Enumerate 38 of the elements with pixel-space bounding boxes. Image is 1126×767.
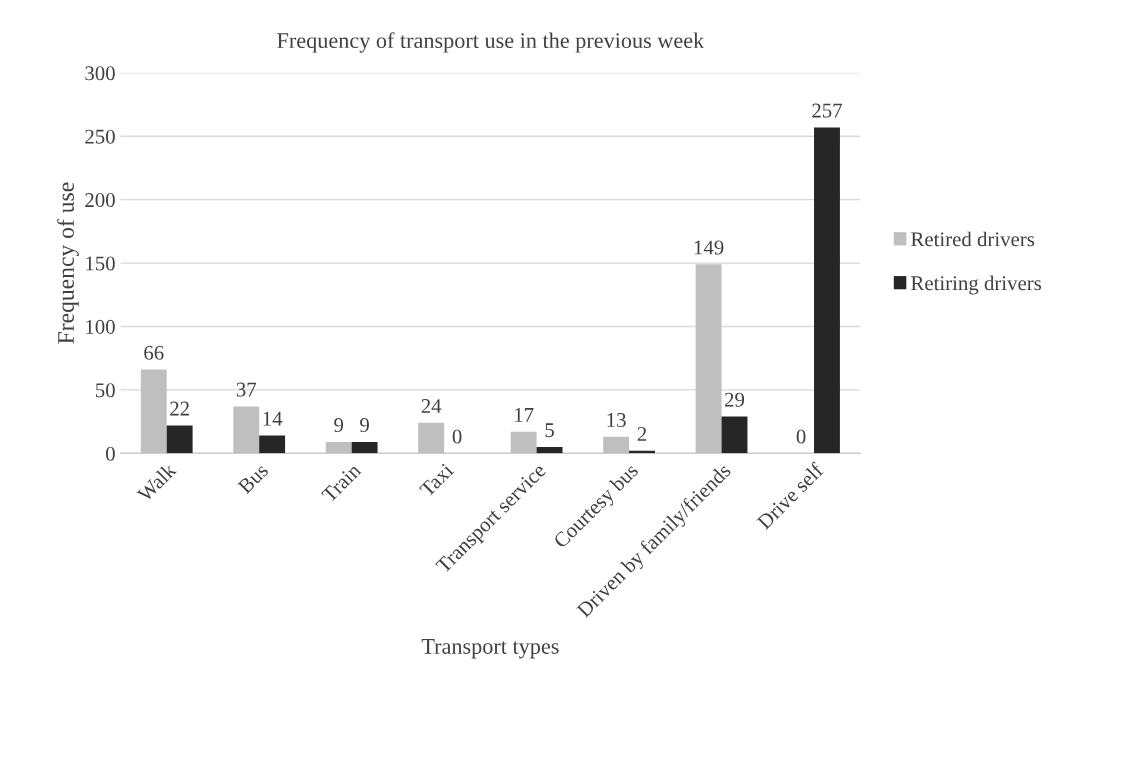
data-label: 149 bbox=[694, 240, 724, 255]
y-tick-label: 250 bbox=[85, 129, 115, 144]
data-label: 17 bbox=[515, 407, 534, 422]
data-label: 66 bbox=[144, 345, 164, 360]
data-label: 13 bbox=[607, 413, 626, 428]
y-tick-label: 0 bbox=[106, 446, 115, 461]
legend-label: Retired drivers bbox=[911, 231, 1035, 247]
y-tick-label: 300 bbox=[85, 66, 115, 81]
data-label: 22 bbox=[170, 401, 189, 416]
y-axis-title: Frequency of use bbox=[57, 182, 79, 344]
data-label: 0 bbox=[796, 429, 806, 444]
x-axis-title: Transport types bbox=[421, 639, 559, 659]
data-label: 0 bbox=[452, 429, 462, 444]
bar bbox=[259, 435, 286, 454]
data-label: 2 bbox=[637, 426, 647, 441]
y-tick-label: 50 bbox=[96, 383, 115, 398]
chart-title: Frequency of transport use in the previous week bbox=[277, 32, 705, 53]
bar bbox=[536, 446, 563, 454]
data-label: 24 bbox=[421, 399, 442, 413]
bar bbox=[814, 127, 840, 454]
legend-label: Retiring drivers bbox=[911, 275, 1042, 295]
x-tick-label: Taxi bbox=[418, 462, 455, 498]
x-tick-label: Walk bbox=[136, 461, 178, 503]
data-label: 9 bbox=[360, 418, 369, 433]
data-label: 14 bbox=[263, 411, 283, 426]
y-tick-label: 100 bbox=[86, 319, 115, 334]
bar bbox=[166, 425, 193, 454]
data-label: 257 bbox=[812, 103, 842, 118]
bar bbox=[351, 441, 378, 454]
data-label: 5 bbox=[545, 423, 554, 438]
y-tick-label: 200 bbox=[85, 193, 115, 208]
y-tick-label: 150 bbox=[86, 256, 115, 271]
x-tick-label: Bus bbox=[237, 462, 270, 495]
data-label: 37 bbox=[236, 382, 257, 397]
data-label: 9 bbox=[334, 418, 344, 433]
x-tick-label: Train bbox=[321, 462, 362, 504]
data-label: 29 bbox=[725, 392, 745, 407]
bar bbox=[721, 416, 748, 454]
